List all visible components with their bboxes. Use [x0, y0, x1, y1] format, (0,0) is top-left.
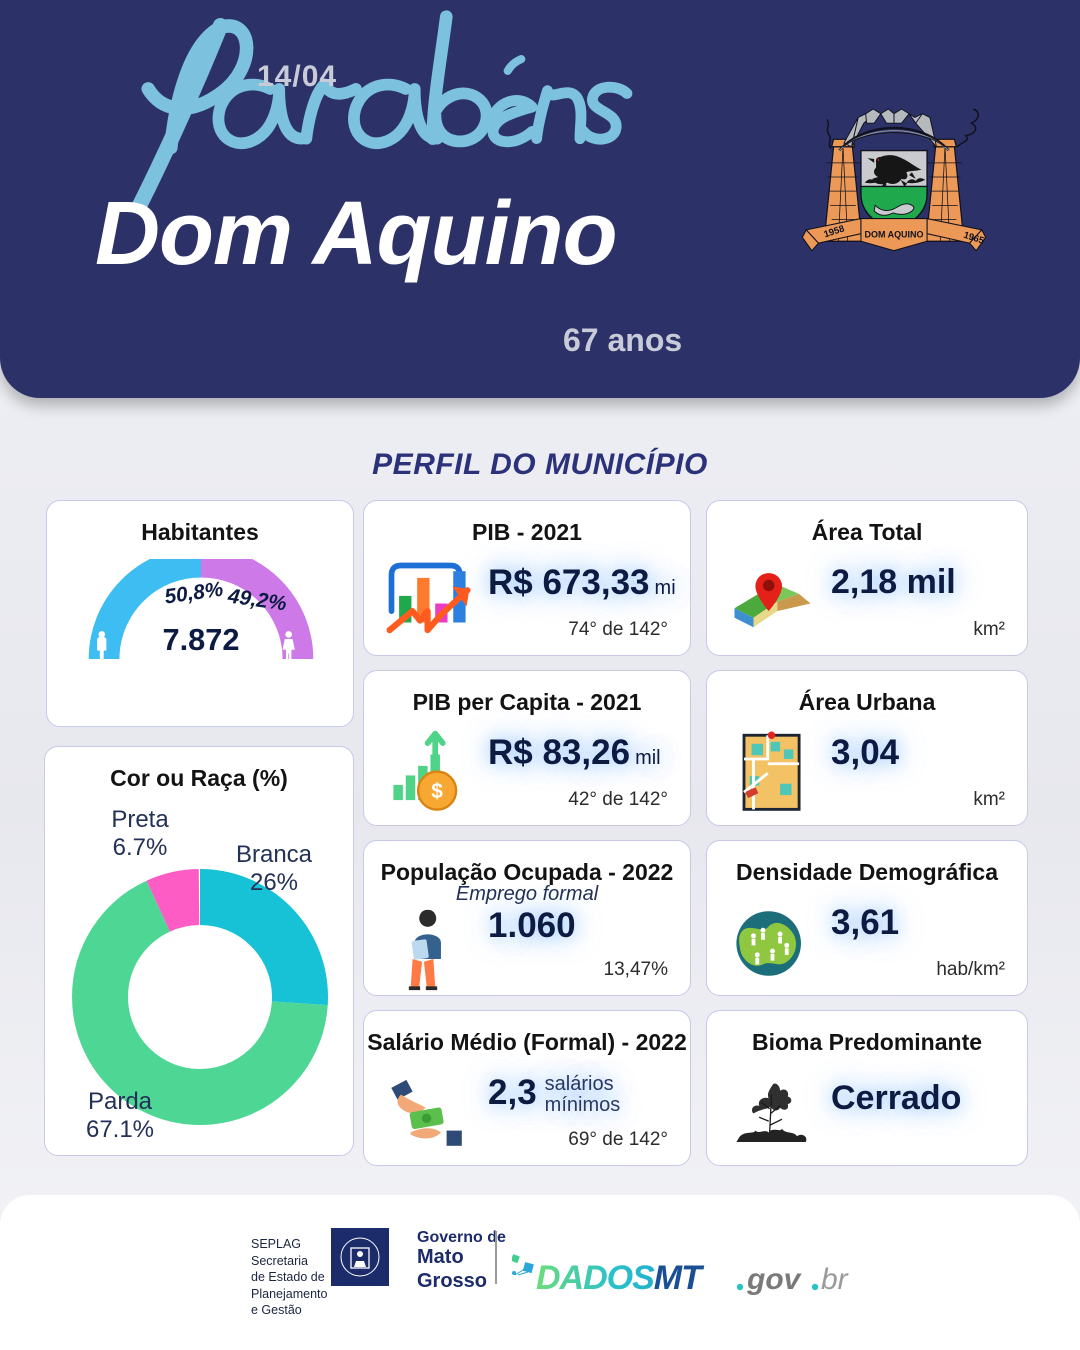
svg-text:br: br: [821, 1263, 849, 1296]
svg-text:7.872: 7.872: [163, 622, 240, 657]
svg-text:26%: 26%: [250, 869, 298, 896]
svg-text:Preta: Preta: [111, 807, 169, 833]
svg-text:DADOSMT: DADOSMT: [536, 1259, 705, 1297]
svg-text:67.1%: 67.1%: [86, 1116, 154, 1143]
svg-text:Parda: Parda: [88, 1088, 153, 1115]
svg-text:$: $: [431, 780, 443, 803]
svg-text:gov: gov: [746, 1263, 803, 1296]
svg-text:DOM AQUINO: DOM AQUINO: [865, 229, 924, 239]
svg-text:6.7%: 6.7%: [113, 834, 168, 861]
svg-text:Branca: Branca: [236, 841, 313, 868]
